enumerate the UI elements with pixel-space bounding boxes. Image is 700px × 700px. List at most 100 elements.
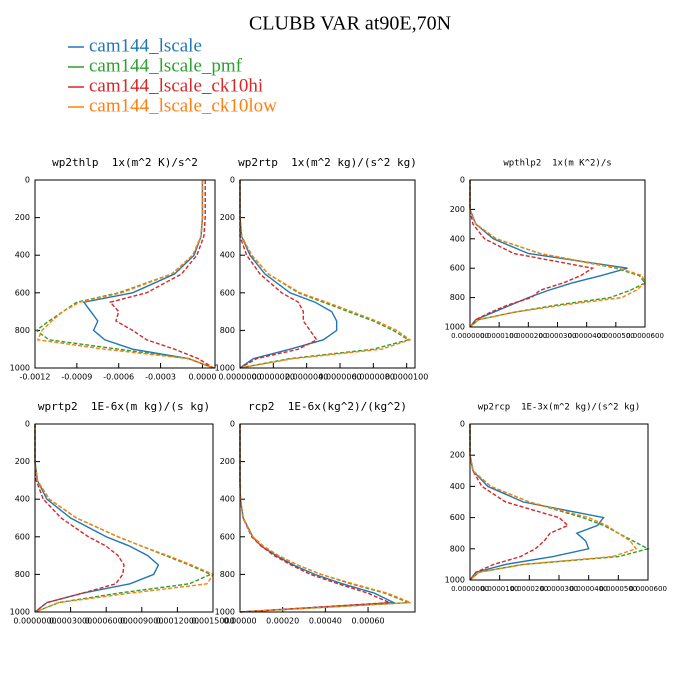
plot-frame: [469, 423, 649, 581]
y-tick-label: 800: [15, 326, 30, 335]
profile-line: [469, 180, 647, 328]
x-tick-label: -0.0012: [20, 373, 51, 382]
y-tick-label: 200: [15, 213, 30, 222]
profile-line: [239, 424, 411, 613]
x-tick-label: 0.00020: [266, 617, 299, 626]
x-tick-label: 0.0000020: [252, 373, 295, 382]
x-tick-label: 0.0000000: [451, 585, 489, 593]
y-tick-label: 1000: [215, 364, 235, 373]
profile-line: [469, 424, 605, 581]
y-tick-label: 600: [220, 532, 235, 541]
x-tick-label: 0.0000000: [218, 373, 261, 382]
profile-line: [34, 424, 125, 613]
y-tick-label: 400: [15, 495, 30, 504]
panel-title: wpthlp2 1x(m K^2)/s: [503, 159, 611, 169]
x-tick-label: 0.0000100: [385, 373, 428, 382]
x-tick-label: 0.0000060: [318, 373, 361, 382]
x-tick-label: 0.0000400: [570, 585, 608, 593]
x-tick-label: 0.0000000: [451, 332, 489, 340]
y-tick-label: 1000: [445, 576, 465, 585]
x-tick-label: 0.0015000: [191, 617, 234, 626]
x-tick-label: 0.0012000: [156, 617, 199, 626]
y-tick-label: 800: [220, 570, 235, 579]
plot-frame: [34, 179, 216, 369]
panel: wprtp2 1E-6x(m kg)/(s kg) 0 200 400 600 800 10…: [10, 400, 235, 626]
x-tick-label: -0.0003: [145, 373, 176, 382]
profile-line: [469, 180, 595, 328]
x-tick-label: 0.0000000: [13, 617, 56, 626]
x-tick-label: 0.0000400: [568, 332, 606, 340]
y-tick-label: 0: [460, 176, 465, 185]
profile-line: [469, 180, 628, 328]
plot-frame: [239, 179, 416, 369]
y-tick-label: 800: [450, 544, 465, 553]
panel: wp2thlp 1x(m^2 K)/s^202004006008001000-0…: [10, 156, 217, 382]
profile-line: [469, 180, 646, 328]
profile-line: [36, 180, 214, 369]
y-tick-label: 200: [450, 451, 465, 460]
panel: rcp2 1E-6x(kg^2)/(kg^2) 0 200 400 600 800 1000…: [215, 400, 416, 626]
x-tick-label: 0.0000500: [597, 332, 635, 340]
x-tick-label: 0.0000500: [599, 585, 637, 593]
y-tick-label: 200: [450, 205, 465, 214]
profile-line: [469, 424, 570, 581]
x-tick-label: -0.0006: [103, 373, 134, 382]
panel-title: wp2rcp 1E-3x(m^2 kg)/(s^2 kg): [478, 403, 641, 413]
plot-frame: [34, 423, 214, 613]
profile-line: [239, 424, 390, 613]
profile-line: [34, 424, 215, 613]
profile-line: [239, 180, 338, 369]
y-tick-label: 0: [25, 176, 30, 185]
legend-label: cam144_lscale_pmf: [89, 55, 243, 76]
y-tick-label: 1000: [215, 608, 235, 617]
x-tick-label: 0.0006000: [85, 617, 128, 626]
x-tick-label: 0.0000100: [480, 332, 518, 340]
x-tick-label: 0.0000: [188, 373, 216, 382]
x-tick-label: 0.00000: [223, 617, 256, 626]
profile-line: [239, 424, 397, 613]
figure-title: CLUBB VAR at90E,70N: [249, 13, 451, 35]
legend-label: cam144_lscale_ck10hi: [89, 75, 263, 96]
panel: wp2rcp 1E-3x(m^2 kg)/(s^2 kg) 0 200 400 600 8…: [445, 403, 667, 594]
y-tick-label: 0: [230, 176, 235, 185]
x-tick-label: 0.0000300: [540, 585, 578, 593]
y-tick-label: 0: [25, 420, 30, 429]
y-tick-label: 400: [220, 495, 235, 504]
y-tick-label: 600: [15, 288, 30, 297]
panel-title: rcp2 1E-6x(kg^2)/(kg^2): [248, 400, 407, 413]
profile-line: [469, 424, 650, 581]
profile-line: [239, 180, 412, 369]
y-tick-label: 200: [220, 213, 235, 222]
y-tick-label: 800: [450, 293, 465, 302]
y-tick-label: 600: [450, 264, 465, 273]
y-tick-label: 600: [450, 513, 465, 522]
y-tick-label: 400: [15, 251, 30, 260]
y-tick-label: 1000: [10, 608, 30, 617]
profile-line: [35, 180, 214, 369]
y-tick-label: 200: [15, 457, 30, 466]
profile-line: [469, 424, 638, 581]
y-tick-label: 400: [220, 251, 235, 260]
x-tick-label: 0.0000600: [629, 585, 667, 593]
panel-title: wp2thlp 1x(m^2 K)/s^2: [52, 156, 198, 169]
x-tick-label: 0.0003000: [49, 617, 92, 626]
x-tick-label: 0.00040: [309, 617, 342, 626]
x-tick-label: 0.0000100: [481, 585, 519, 593]
profile-line: [239, 180, 318, 369]
panel: wpthlp2 1x(m K^2)/s020040060080010000.00…: [445, 159, 664, 341]
x-tick-label: 0.0000040: [285, 373, 328, 382]
x-tick-label: 0.00060: [352, 617, 385, 626]
legend-label: cam144_lscale_ck10low: [89, 95, 277, 116]
y-tick-label: 600: [220, 288, 235, 297]
y-tick-label: 600: [15, 532, 30, 541]
profile-line: [82, 180, 214, 369]
panel-title: wp2rtp 1x(m^2 kg)/(s^2 kg): [238, 156, 417, 169]
plot-frame: [469, 179, 646, 328]
y-tick-label: 400: [450, 234, 465, 243]
y-tick-label: 800: [220, 326, 235, 335]
panel-title: wprtp2 1E-6x(m kg)/(s kg): [38, 400, 210, 413]
y-tick-label: 0: [230, 420, 235, 429]
y-tick-label: 0: [460, 420, 465, 429]
profile-line: [239, 424, 409, 613]
